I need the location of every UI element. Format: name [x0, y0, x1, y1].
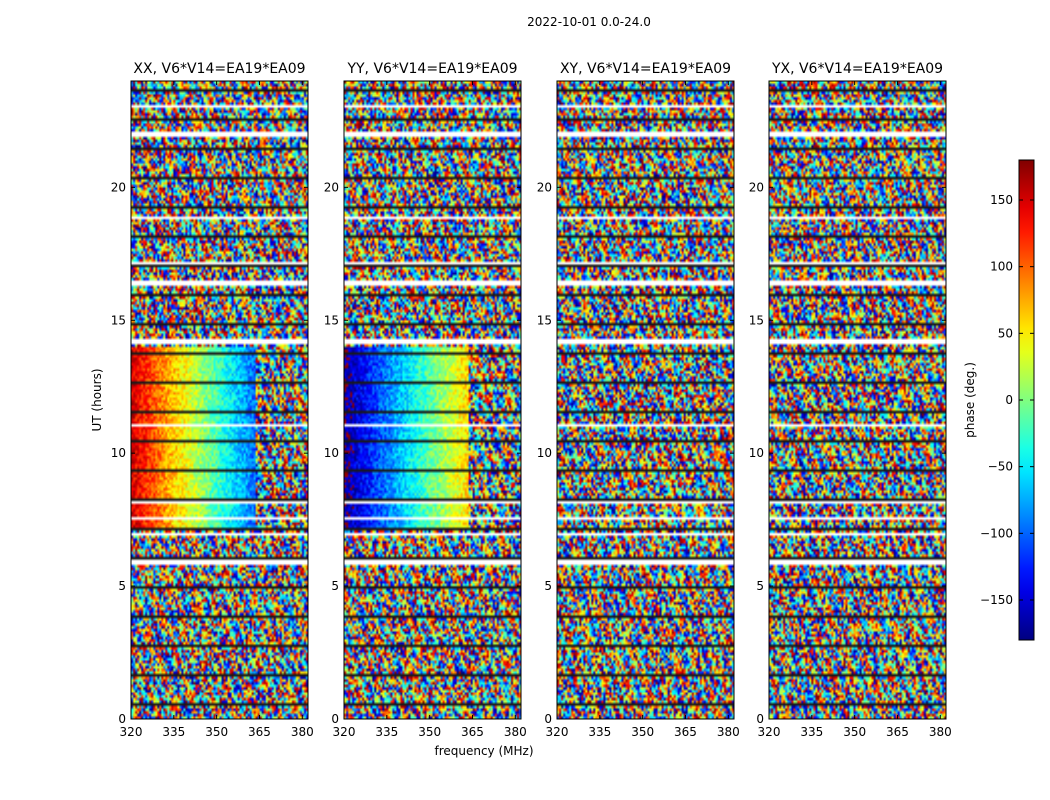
y-tick-label: 20 — [749, 180, 764, 194]
x-tick-label: 365 — [248, 725, 271, 739]
y-tick-label: 0 — [331, 712, 339, 726]
x-tick-label: 350 — [418, 725, 441, 739]
colorbar-ticks: 150 100 50 0 −50 −100 −150 — [980, 193, 1034, 607]
y-tick-label: 10 — [324, 446, 339, 460]
x-tick-label: 380 — [717, 725, 740, 739]
x-tick-label: 365 — [461, 725, 484, 739]
y-tick-label: 15 — [324, 313, 339, 327]
y-tick-label: 0 — [544, 712, 552, 726]
colorbar-tick-label: −100 — [980, 526, 1013, 540]
y-tick-label: 15 — [749, 313, 764, 327]
y-tick-label: 0 — [756, 712, 764, 726]
panels-group: XX, V6*V14=EA19*EA09 320 335 350 365 380 0 5 10 1… — [111, 61, 952, 739]
panel-frame — [130, 80, 309, 720]
heatmap-xx — [131, 81, 308, 719]
x-tick-label: 320 — [333, 725, 356, 739]
colorbar-tick-label: −50 — [988, 460, 1013, 474]
y-tick-label: 20 — [111, 180, 126, 194]
x-tick-label: 335 — [800, 725, 823, 739]
y-tick-label: 0 — [118, 712, 126, 726]
colorbar-tick-label: 50 — [998, 326, 1013, 340]
panel-xx: XX, V6*V14=EA19*EA09 320 335 350 365 380 0 5 10 1… — [111, 61, 314, 739]
panel-yy: YY, V6*V14=EA19*EA09 320 335 350 365 380 0 5 10 1… — [324, 61, 527, 739]
y-tick-label: 5 — [118, 579, 126, 593]
panel-title: YX, V6*V14=EA19*EA09 — [771, 61, 943, 77]
colorbar: 150 100 50 0 −50 −100 −150 phase (deg.) — [963, 159, 1035, 641]
x-axis-label: frequency (MHz) — [434, 744, 533, 758]
x-tick-label: 380 — [504, 725, 527, 739]
y-tick-label: 5 — [331, 579, 339, 593]
y-tick-label: 15 — [111, 313, 126, 327]
x-tick-label: 320 — [758, 725, 781, 739]
x-tick-label: 335 — [162, 725, 185, 739]
x-tick-label: 350 — [843, 725, 866, 739]
y-tick-label: 20 — [324, 180, 339, 194]
y-tick-label: 5 — [544, 579, 552, 593]
y-axis-label: UT (hours) — [90, 368, 104, 431]
x-tick-label: 335 — [588, 725, 611, 739]
x-tick-label: 380 — [929, 725, 952, 739]
y-tick-label: 5 — [756, 579, 764, 593]
colorbar-tick-label: 0 — [1005, 393, 1013, 407]
figure-suptitle: 2022-10-01 0.0-24.0 — [527, 15, 651, 29]
y-tick-label: 15 — [537, 313, 552, 327]
heatmap-yx — [769, 81, 946, 719]
panel-frame — [343, 80, 522, 720]
panel-frame — [768, 80, 947, 720]
x-tick-label: 350 — [631, 725, 654, 739]
x-tick-label: 350 — [205, 725, 228, 739]
x-tick-label: 380 — [291, 725, 314, 739]
colorbar-tick-label: 150 — [990, 193, 1013, 207]
y-tick-label: 10 — [537, 446, 552, 460]
panel-xy: XY, V6*V14=EA19*EA09 320 335 350 365 380 0 5 10 1… — [537, 61, 740, 739]
x-tick-label: 320 — [120, 725, 143, 739]
panel-title: YY, V6*V14=EA19*EA09 — [346, 61, 517, 77]
x-tick-label: 335 — [375, 725, 398, 739]
panel-frame — [556, 80, 735, 720]
colorbar-tick-label: −150 — [980, 593, 1013, 607]
heatmap-xy — [557, 81, 734, 719]
heatmap-yy — [344, 81, 521, 719]
x-tick-label: 365 — [886, 725, 909, 739]
y-tick-label: 10 — [111, 446, 126, 460]
colorbar-label: phase (deg.) — [963, 362, 977, 438]
x-tick-label: 320 — [546, 725, 569, 739]
panel-title: XY, V6*V14=EA19*EA09 — [560, 61, 731, 77]
colorbar-tick-label: 100 — [990, 260, 1013, 274]
x-tick-label: 365 — [674, 725, 697, 739]
panel-title: XX, V6*V14=EA19*EA09 — [133, 61, 305, 77]
panel-yx: YX, V6*V14=EA19*EA09 320 335 350 365 380 0 5 10 1… — [749, 61, 952, 739]
y-tick-label: 10 — [749, 446, 764, 460]
y-tick-label: 20 — [537, 180, 552, 194]
